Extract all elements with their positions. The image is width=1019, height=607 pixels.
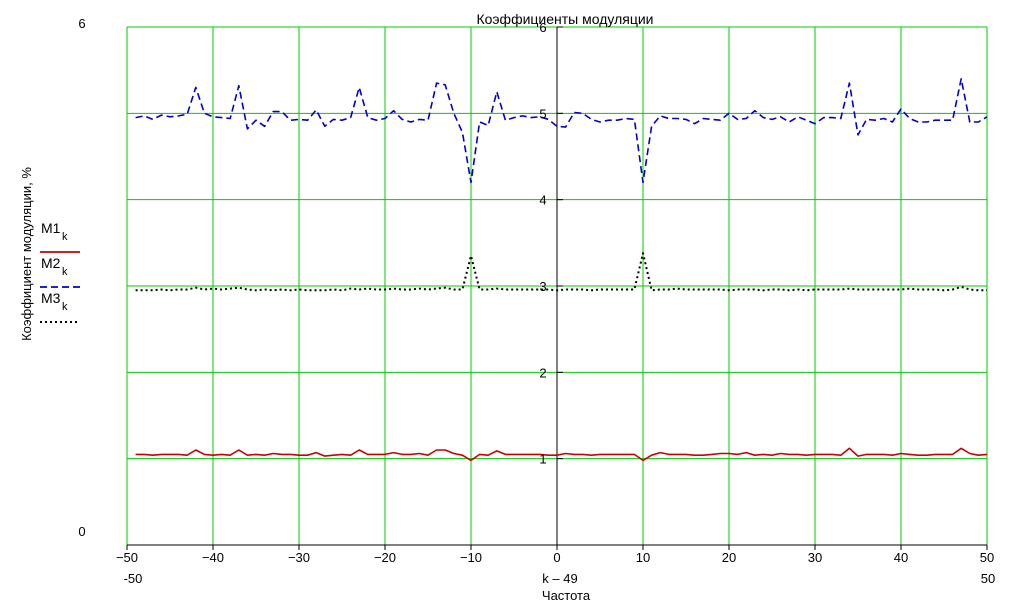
- y-max-label: 6: [78, 16, 85, 31]
- series-line-m2: [135, 78, 988, 184]
- y-axis-label: Коэффициент модуляции, %: [19, 167, 34, 341]
- legend-item-m1: M1k: [40, 220, 80, 253]
- x-tick-label: −10: [460, 550, 482, 565]
- x-tick-label: −40: [202, 550, 224, 565]
- x-expression-label: k – 49: [542, 571, 577, 586]
- legend-item-m3: M3k: [40, 290, 80, 323]
- y-tick-label: 3: [539, 279, 546, 294]
- y-tick-label: 1: [539, 452, 546, 467]
- chart-title: Коэффициенты модуляции: [476, 11, 653, 27]
- x-tick-label: −30: [288, 550, 310, 565]
- x-tick-label: 20: [722, 550, 736, 565]
- legend-label: M1: [41, 220, 61, 236]
- legend-label: M3: [41, 290, 61, 306]
- legend-subscript: k: [62, 266, 68, 278]
- x-tick-label: −50: [116, 550, 138, 565]
- x-tick-label: 50: [980, 550, 994, 565]
- series-layer: [135, 78, 988, 462]
- series-line-m3: [135, 252, 987, 292]
- y-tick-label: 5: [539, 106, 546, 121]
- x-max-label: 50: [981, 571, 995, 586]
- y-tick-label: 6: [539, 20, 546, 35]
- x-tick-label: 40: [894, 550, 908, 565]
- axes: [126, 26, 988, 550]
- x-tick-label: −20: [374, 550, 396, 565]
- legend-item-m2: M2k: [40, 255, 80, 288]
- y-tick-label: 2: [539, 365, 546, 380]
- legend-subscript: k: [62, 301, 68, 313]
- x-tick-label: 30: [808, 550, 822, 565]
- tick-labels: −50 −40 −30 −20 −10 0 10 20 30 40 50 1 2 3 4 5 6: [116, 20, 994, 565]
- x-tick-label: 10: [636, 550, 650, 565]
- y-tick-label: 4: [539, 193, 546, 208]
- series-line-m1: [135, 447, 988, 462]
- legend-subscript: k: [62, 231, 68, 243]
- x-tick-label: 0: [553, 550, 560, 565]
- x-min-label: -50: [124, 571, 143, 586]
- x-axis-label: Частота: [542, 588, 591, 603]
- y-min-label: 0: [78, 524, 85, 539]
- legend-label: M2: [41, 255, 61, 271]
